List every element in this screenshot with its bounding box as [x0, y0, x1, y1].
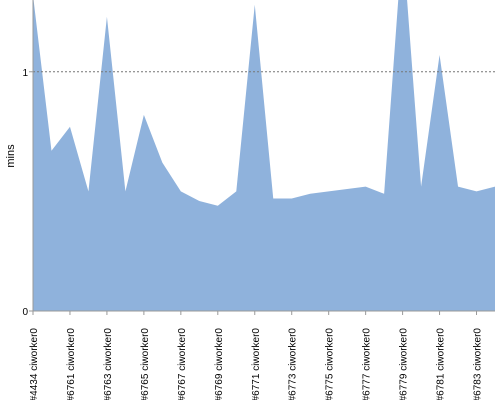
x-tick-label-0: #4434 ciworker0: [29, 328, 40, 400]
x-tick-label-1: #6761 ciworker0: [66, 328, 77, 400]
area-series-0: [33, 0, 495, 311]
x-tick-label-2: #6763 ciworker0: [103, 328, 114, 400]
x-tick-label-5: #6769 ciworker0: [214, 328, 225, 400]
x-tick-label-12: #6783 ciworker0: [473, 328, 484, 400]
y-tick-label-0: 0: [22, 307, 28, 318]
x-tick-label-6: #6771 ciworker0: [251, 328, 262, 400]
x-tick-label-11: #6781 ciworker0: [436, 328, 447, 400]
y-tick-label-1: 1: [22, 68, 28, 79]
x-tick-label-10: #6779 ciworker0: [399, 328, 410, 400]
x-tick-label-3: #6765 ciworker0: [140, 328, 151, 400]
x-tick-label-9: #6777 ciworker0: [362, 328, 373, 400]
x-tick-label-7: #6773 ciworker0: [288, 328, 299, 400]
y-axis-label: mins: [5, 144, 17, 168]
x-tick-label-8: #6775 ciworker0: [325, 328, 336, 400]
x-tick-label-4: #6767 ciworker0: [177, 328, 188, 400]
